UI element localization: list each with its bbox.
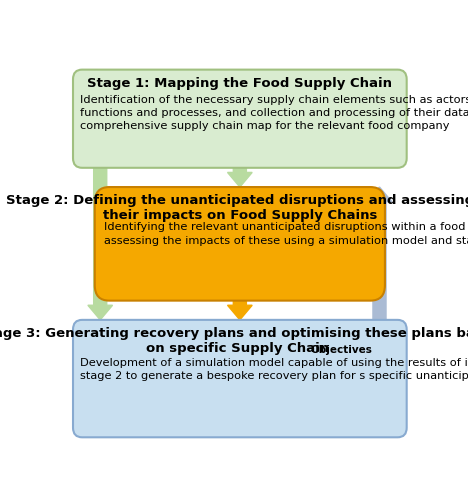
Text: Objectives: Objectives bbox=[311, 346, 373, 356]
FancyBboxPatch shape bbox=[73, 70, 407, 168]
Text: Identification of the necessary supply chain elements such as actors, their boun: Identification of the necessary supply c… bbox=[80, 94, 468, 131]
Text: Stage 3: Generating recovery plans and optimising these plans based
on specific : Stage 3: Generating recovery plans and o… bbox=[0, 327, 468, 355]
Text: Development of a simulation model capable of using the results of impact assessm: Development of a simulation model capabl… bbox=[80, 358, 468, 381]
Polygon shape bbox=[227, 168, 252, 187]
Text: Identifying the relevant unanticipated disruptions within a food supply chain an: Identifying the relevant unanticipated d… bbox=[104, 222, 468, 246]
FancyBboxPatch shape bbox=[95, 187, 385, 300]
Polygon shape bbox=[227, 300, 252, 320]
Polygon shape bbox=[88, 168, 112, 320]
Text: Stage 1: Mapping the Food Supply Chain: Stage 1: Mapping the Food Supply Chain bbox=[88, 76, 392, 90]
FancyBboxPatch shape bbox=[73, 320, 407, 438]
Polygon shape bbox=[367, 187, 392, 320]
Text: Stage 2: Defining the unanticipated disruptions and assessing
their impacts on F: Stage 2: Defining the unanticipated disr… bbox=[6, 194, 468, 222]
